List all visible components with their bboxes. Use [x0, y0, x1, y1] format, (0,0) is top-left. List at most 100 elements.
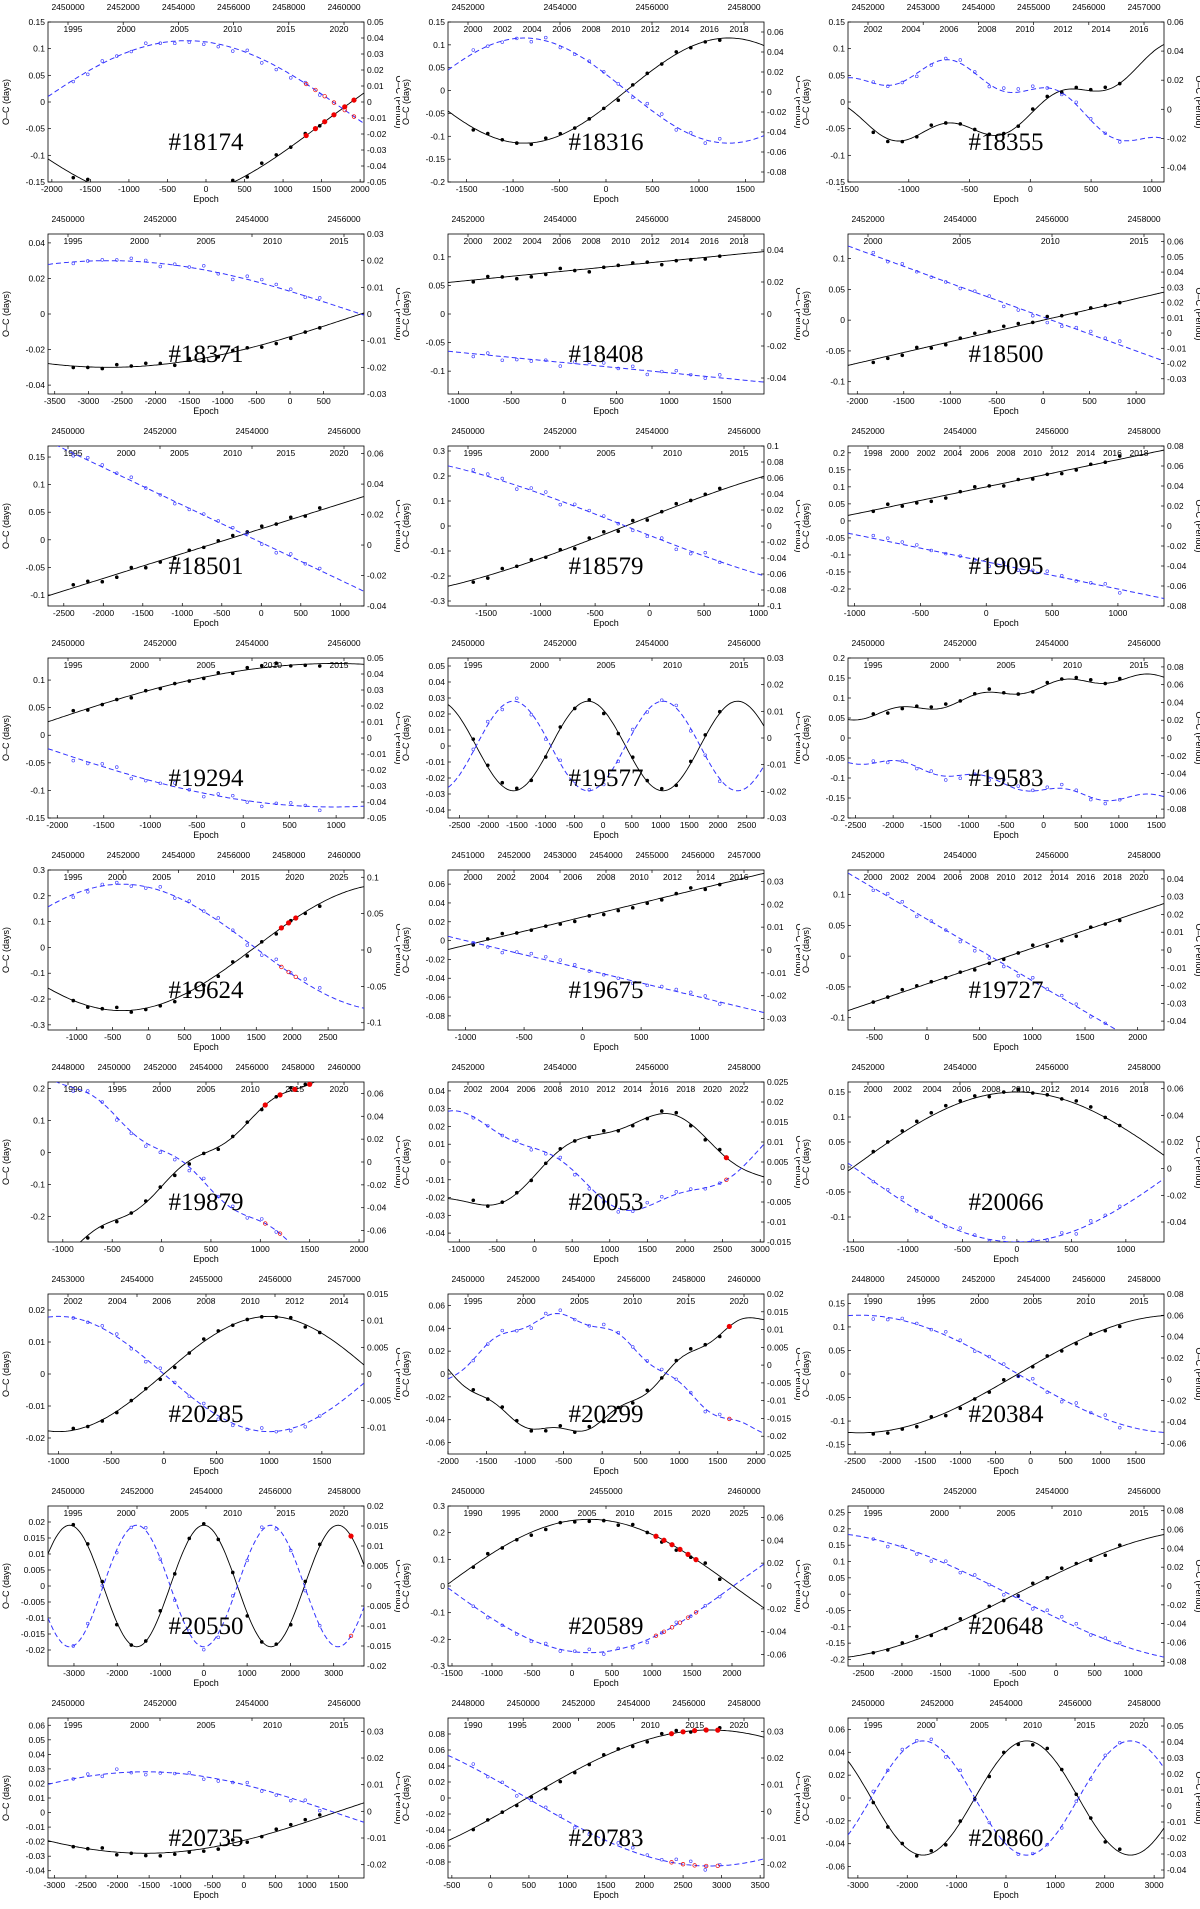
- y-tick-label: 0.06: [428, 879, 445, 889]
- epoch-tick-label: 1000: [643, 1668, 662, 1678]
- y-tick-label: -0.1: [30, 785, 45, 795]
- black-data-point: [871, 1651, 875, 1655]
- oc-period-axis-label: O–C (Period): [1194, 499, 1200, 552]
- y2-tick-label: -0.02: [767, 341, 787, 351]
- black-data-point: [115, 575, 119, 579]
- oc-plot-svg: -3000 -2000 -1000 0 1000 2000 3000Epoch2450000…: [800, 1696, 1200, 1908]
- year-tick-label: 2014: [670, 236, 689, 246]
- oc-panel: -2000 -1500 -1000 -500 0 500 1000 Epoch 2450000 2…: [0, 636, 400, 848]
- black-data-point: [1045, 315, 1049, 319]
- year-tick-label: 2008: [197, 1296, 216, 1306]
- epoch-tick-label: -500: [248, 396, 265, 406]
- epoch-tick-label: 1500: [247, 1032, 266, 1042]
- red-data-point: [322, 119, 327, 124]
- y-tick-label: -0.06: [826, 1862, 846, 1872]
- oc-days-axis-label: O–C (days): [801, 79, 811, 125]
- blue-data-point: [544, 36, 547, 39]
- oc-panel: -1500 -1000 -500 0 500 1000 1500 Epoch 2452000 24…: [400, 0, 800, 212]
- black-data-point: [674, 784, 678, 788]
- epoch-tick-label: 500: [609, 396, 623, 406]
- year-tick-label: 2005: [997, 660, 1016, 670]
- y2-tick-label: 0.1: [367, 872, 379, 882]
- black-data-point: [1016, 478, 1020, 482]
- plot-frame: [448, 658, 764, 818]
- blue-data-point: [101, 1324, 104, 1327]
- red-open-point: [294, 975, 298, 979]
- y-tick-label: -0.1: [30, 1179, 45, 1189]
- blue-data-point: [304, 1258, 307, 1261]
- y2-tick-label: 0: [1167, 104, 1172, 114]
- black-data-point: [216, 184, 220, 188]
- blue-data-point: [275, 1430, 278, 1433]
- y-tick-label: 0: [840, 315, 845, 325]
- jd-tick-label: 2452000: [451, 2, 484, 12]
- epoch-tick-label: -1000: [118, 184, 140, 194]
- star-id-label: #20648: [969, 1613, 1044, 1640]
- black-data-point: [486, 576, 490, 580]
- year-tick-label: 2006: [952, 1084, 971, 1094]
- epoch-axis-label: Epoch: [993, 618, 1019, 628]
- year-tick-label: 1995: [464, 448, 483, 458]
- y2-tick-label: 0.05: [1167, 252, 1184, 262]
- y2-tick-label: -0.02: [367, 1860, 387, 1870]
- y2-tick-label: 0.08: [1167, 662, 1184, 672]
- y2-tick-label: -0.06: [1167, 1438, 1187, 1448]
- black-data-point: [573, 547, 577, 551]
- y2-tick-label: -0.005: [367, 1601, 391, 1611]
- black-data-point: [660, 510, 664, 514]
- year-tick-label: 2012: [597, 1084, 616, 1094]
- jd-tick-label: 2450000: [51, 1698, 84, 1708]
- jd-tick-label: 2454000: [989, 1698, 1022, 1708]
- oc-days-axis-label: O–C (days): [1, 1775, 11, 1821]
- oc-panel: -500 0 500 1000 1500 2000 Epoch 2452000 2454000 2…: [800, 848, 1200, 1060]
- black-data-point: [973, 968, 977, 972]
- black-data-point: [645, 1117, 649, 1121]
- black-data-point: [515, 787, 519, 791]
- epoch-tick-label: -2000: [891, 1668, 913, 1678]
- red-data-point: [669, 1542, 674, 1547]
- blue-data-point: [231, 794, 234, 797]
- y-tick-label: 0: [440, 936, 445, 946]
- year-tick-label: 2015: [1130, 1296, 1149, 1306]
- blue-data-point: [1002, 305, 1005, 308]
- oc-days-axis-label: O–C (days): [801, 503, 811, 549]
- jd-tick-label: 2456000: [258, 1274, 291, 1284]
- blue-data-point: [318, 94, 321, 97]
- black-data-point: [886, 1140, 890, 1144]
- oc-days-axis-label: O–C (days): [401, 79, 411, 125]
- epoch-tick-label: 0: [570, 1668, 575, 1678]
- black-data-point: [1074, 1562, 1078, 1566]
- black-data-point: [245, 1318, 249, 1322]
- y-tick-label: -0.05: [826, 1393, 846, 1403]
- y2-tick-label: -0.02: [367, 1180, 387, 1190]
- star-id-label: #18500: [969, 341, 1044, 368]
- y-tick-label: -0.05: [426, 108, 446, 118]
- jd-tick-label: 2450000: [907, 1274, 940, 1284]
- oc-plot-svg: -3500 -3000 -2500 -2000 -1500 -1000 -500 0 500Ep…: [0, 212, 400, 424]
- y-tick-label: -0.1: [830, 1013, 845, 1023]
- jd-tick-label: 2460000: [727, 1486, 760, 1496]
- black-data-point: [1103, 1553, 1107, 1557]
- black-data-point: [929, 1415, 933, 1419]
- blue-data-point: [72, 896, 75, 899]
- year-tick-label: 2010: [997, 872, 1016, 882]
- red-data-point: [724, 1155, 729, 1160]
- y2-tick-label: 0: [767, 1581, 772, 1591]
- oc-panel: -3500 -3000 -2500 -2000 -1500 -1000 -500 0 500 Ep…: [0, 212, 400, 424]
- oc-panel: -3000 -2000 -1000 0 1000 2000 3000 Epoch 2450000…: [0, 1484, 400, 1696]
- y2-tick-label: 0.02: [367, 1753, 384, 1763]
- oc-plot-svg: -1000 -500 0 500 1000 1500Epoch2453000 2454000…: [0, 1272, 400, 1484]
- epoch-tick-label: -1000: [455, 1032, 477, 1042]
- year-tick-label: 2015: [276, 24, 295, 34]
- y2-tick-label: -0.01: [767, 1217, 787, 1227]
- black-data-point: [602, 530, 606, 534]
- epoch-tick-label: -2000: [846, 396, 868, 406]
- black-data-point: [245, 954, 249, 958]
- epoch-tick-label: 0: [259, 608, 264, 618]
- black-data-point: [100, 1846, 104, 1850]
- black-data-point: [115, 1853, 119, 1857]
- black-data-point: [1002, 1599, 1006, 1603]
- blue-data-point: [275, 551, 278, 554]
- blue-data-point: [944, 1560, 947, 1563]
- epoch-tick-label: -500: [912, 608, 929, 618]
